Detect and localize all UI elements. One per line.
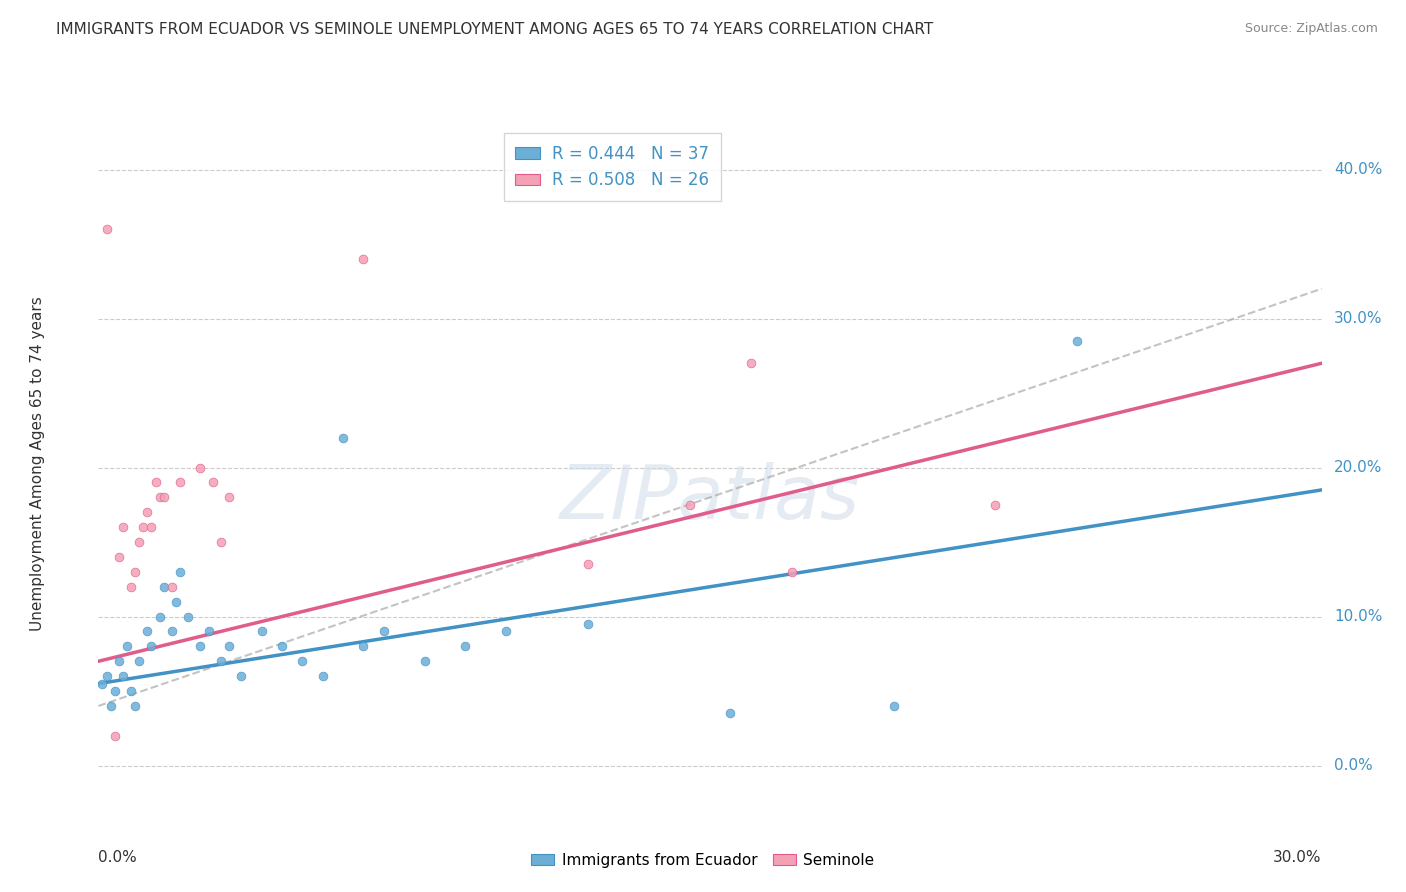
Point xyxy=(108,654,131,668)
Point xyxy=(169,475,191,490)
Point xyxy=(124,565,146,579)
Text: ZIPatlas: ZIPatlas xyxy=(560,462,860,533)
Point xyxy=(169,565,191,579)
Point xyxy=(120,580,142,594)
Point xyxy=(136,505,159,519)
Point xyxy=(165,595,187,609)
Point xyxy=(128,654,150,668)
Text: 10.0%: 10.0% xyxy=(1334,609,1382,624)
Point xyxy=(100,698,122,713)
Point xyxy=(312,669,335,683)
Point xyxy=(152,491,174,505)
Text: 40.0%: 40.0% xyxy=(1334,162,1382,178)
Point xyxy=(197,624,219,639)
Point xyxy=(111,520,134,534)
Point xyxy=(209,535,232,549)
Point xyxy=(291,654,314,668)
Point xyxy=(188,640,212,654)
Point xyxy=(209,654,232,668)
Point xyxy=(136,624,159,639)
Point xyxy=(373,624,395,639)
Point xyxy=(218,640,240,654)
Point xyxy=(149,491,172,505)
Point xyxy=(231,669,253,683)
Text: Source: ZipAtlas.com: Source: ZipAtlas.com xyxy=(1244,22,1378,36)
Point xyxy=(270,640,294,654)
Point xyxy=(128,535,150,549)
Text: IMMIGRANTS FROM ECUADOR VS SEMINOLE UNEMPLOYMENT AMONG AGES 65 TO 74 YEARS CORRE: IMMIGRANTS FROM ECUADOR VS SEMINOLE UNEM… xyxy=(56,22,934,37)
Point xyxy=(108,549,131,564)
Point xyxy=(250,624,273,639)
Point xyxy=(104,684,127,698)
Point xyxy=(96,669,118,683)
Point xyxy=(145,475,167,490)
Point xyxy=(780,565,803,579)
Point xyxy=(679,498,702,512)
Point xyxy=(201,475,224,490)
Point xyxy=(96,222,118,236)
Point xyxy=(332,431,354,445)
Point xyxy=(149,609,172,624)
Point xyxy=(124,698,146,713)
Point xyxy=(132,520,155,534)
Text: Unemployment Among Ages 65 to 74 years: Unemployment Among Ages 65 to 74 years xyxy=(30,296,45,632)
Point xyxy=(352,640,374,654)
Point xyxy=(576,617,599,632)
Point xyxy=(576,558,599,572)
Text: 0.0%: 0.0% xyxy=(1334,758,1372,773)
Text: 0.0%: 0.0% xyxy=(98,850,138,865)
Point xyxy=(152,580,174,594)
Point xyxy=(413,654,436,668)
Point xyxy=(188,460,212,475)
Point xyxy=(218,491,240,505)
Point xyxy=(883,698,905,713)
Point xyxy=(352,252,374,266)
Point xyxy=(718,706,742,721)
Point xyxy=(454,640,477,654)
Point xyxy=(141,520,163,534)
Point xyxy=(984,498,1007,512)
Point xyxy=(115,640,138,654)
Point xyxy=(1066,334,1088,348)
Text: 30.0%: 30.0% xyxy=(1274,850,1322,865)
Point xyxy=(160,580,183,594)
Point xyxy=(91,676,114,690)
Point xyxy=(111,669,134,683)
Point xyxy=(160,624,183,639)
Point xyxy=(141,640,163,654)
Point xyxy=(177,609,200,624)
Point xyxy=(740,356,762,370)
Point xyxy=(495,624,517,639)
Legend: R = 0.444   N = 37, R = 0.508   N = 26: R = 0.444 N = 37, R = 0.508 N = 26 xyxy=(503,133,721,201)
Point xyxy=(120,684,142,698)
Legend: Immigrants from Ecuador, Seminole: Immigrants from Ecuador, Seminole xyxy=(524,845,882,875)
Point xyxy=(104,729,127,743)
Text: 20.0%: 20.0% xyxy=(1334,460,1382,475)
Text: 30.0%: 30.0% xyxy=(1334,311,1382,326)
